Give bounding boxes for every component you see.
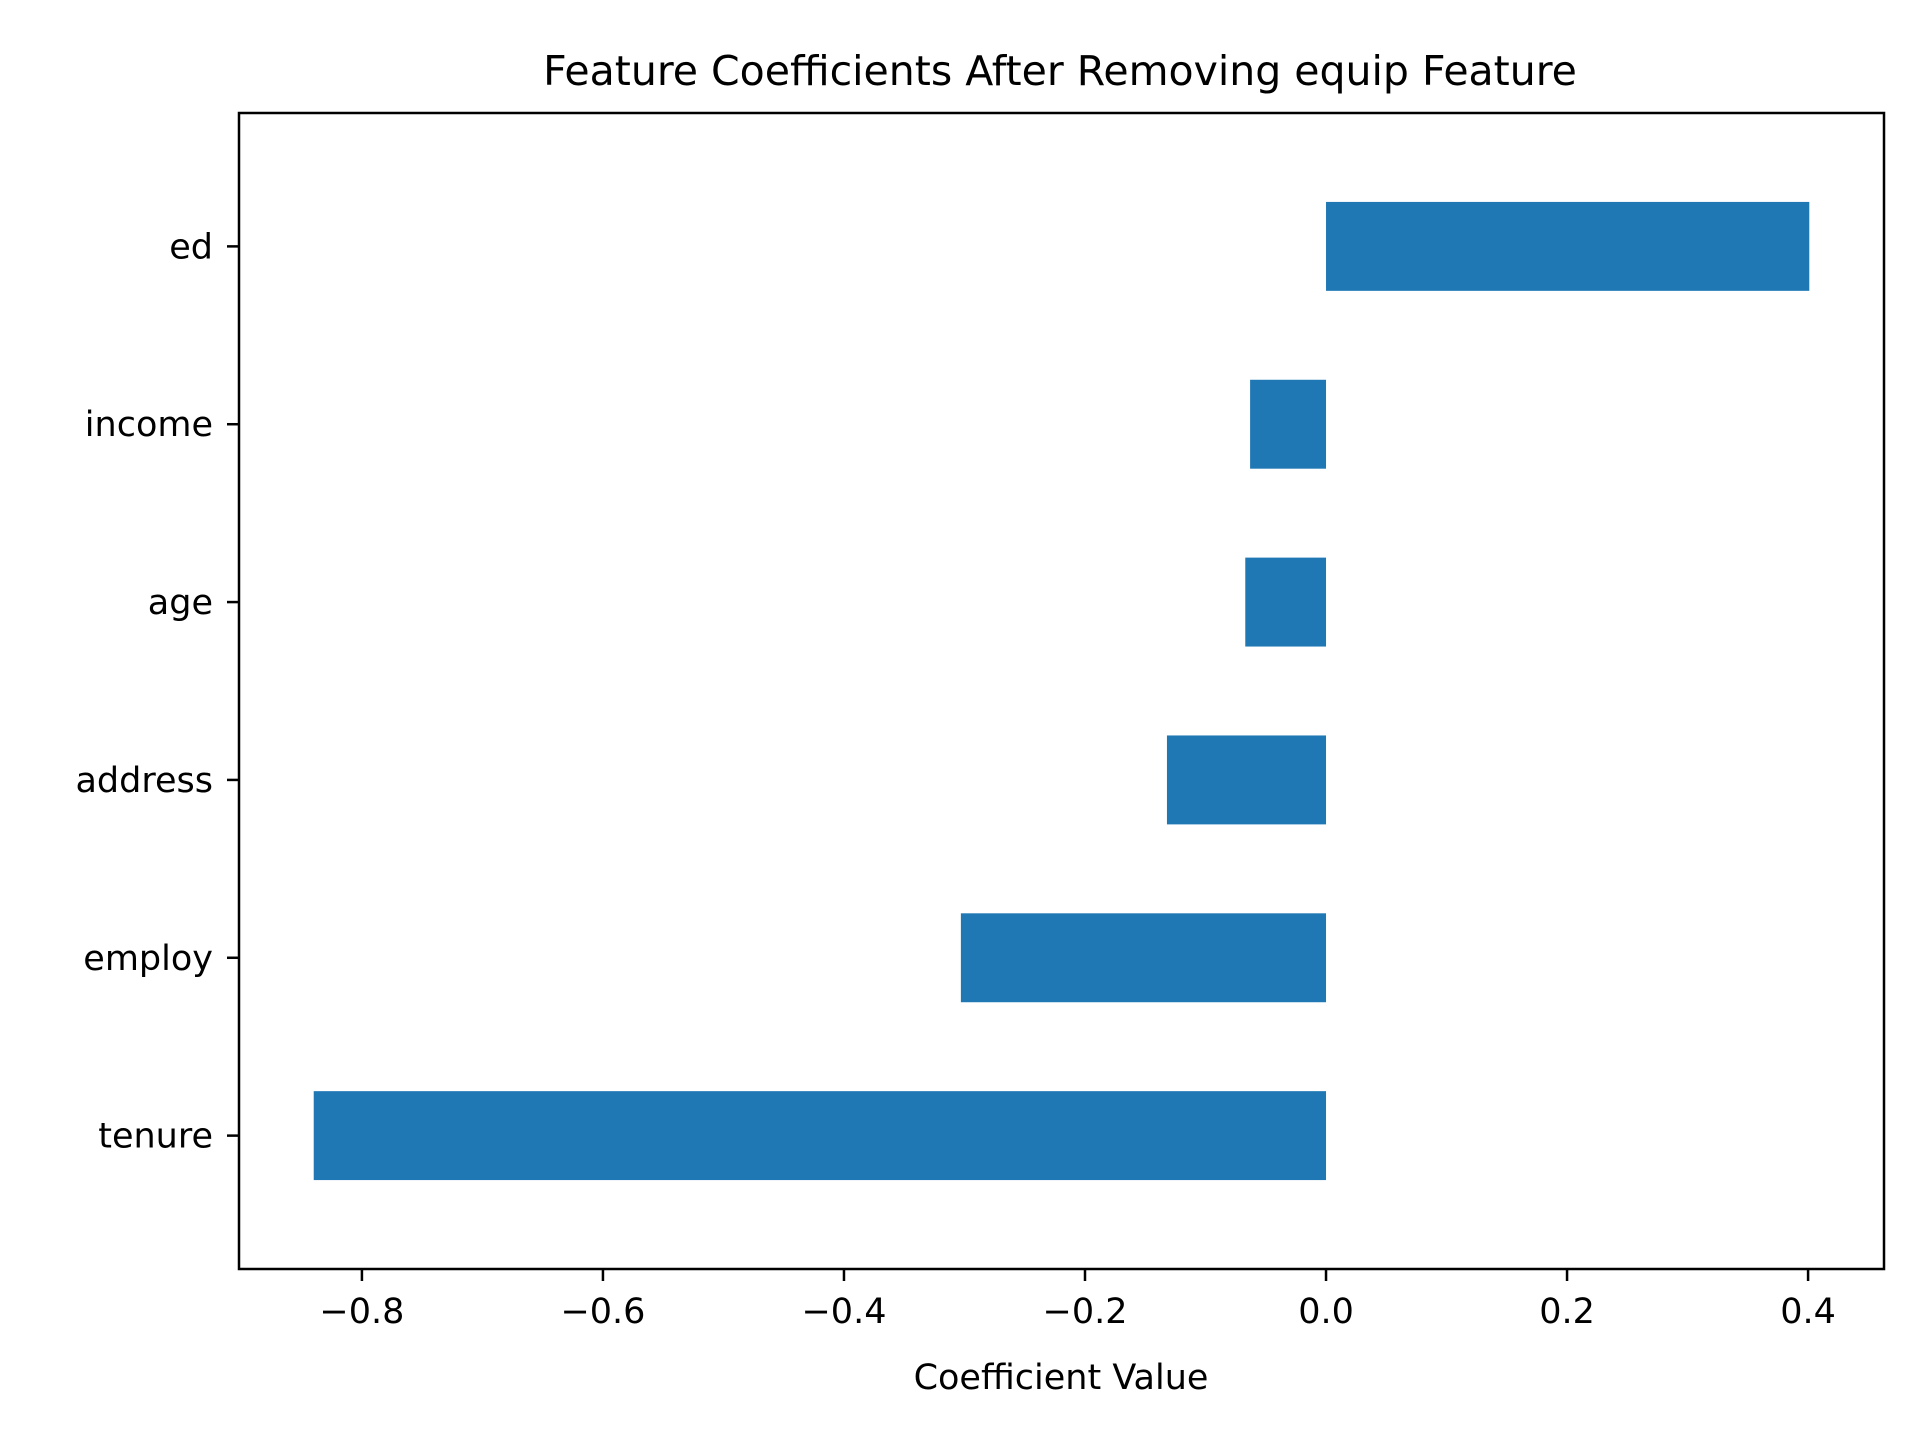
x-tick-label-4: 0.0 [1298, 1292, 1354, 1332]
bar-tenure [313, 1091, 1327, 1181]
chart-title: Feature Coefficients After Removing equi… [543, 47, 1577, 95]
x-tick-label-3: −0.2 [1043, 1292, 1128, 1332]
x-tick-label-0: −0.8 [319, 1292, 404, 1332]
x-tick-label-1: −0.6 [560, 1292, 645, 1332]
plot-frame [237, 111, 1886, 1271]
x-tick-label-2: −0.4 [801, 1292, 886, 1332]
y-tick-label-age: age [148, 583, 213, 623]
y-tick-label-employ: employ [83, 939, 213, 979]
bars-group [313, 201, 1810, 1181]
y-axis: tenure employ address age income ed [75, 227, 239, 1157]
x-tick-label-5: 0.2 [1539, 1292, 1595, 1332]
bar-employ [960, 913, 1327, 1003]
bar-age [1245, 557, 1327, 647]
x-axis: −0.8 −0.6 −0.4 −0.2 0.0 0.2 0.4 [319, 1269, 1836, 1332]
x-tick-label-6: 0.4 [1780, 1292, 1836, 1332]
y-tick-label-tenure: tenure [98, 1117, 213, 1157]
y-tick-label-income: income [85, 405, 213, 445]
y-tick-label-address: address [75, 761, 213, 801]
bar-address [1166, 735, 1327, 825]
bar-income [1250, 379, 1327, 469]
x-axis-label: Coefficient Value [914, 1358, 1209, 1398]
y-tick-label-ed: ed [169, 227, 213, 267]
bar-ed [1326, 201, 1810, 291]
